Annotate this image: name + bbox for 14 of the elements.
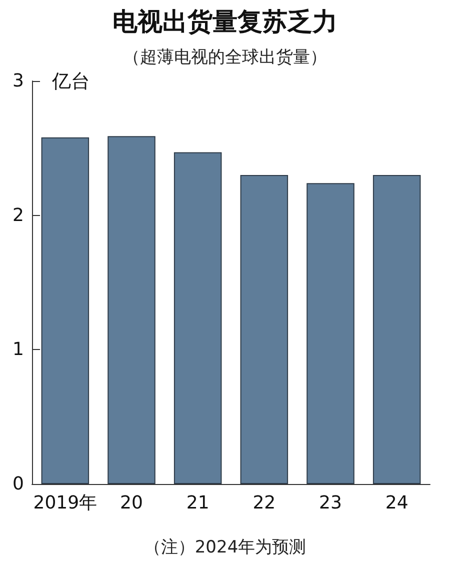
x-tick-label: 20 [120,492,143,514]
x-tick-label: 24 [385,492,408,514]
y-tick-label: 1 [12,339,24,360]
y-axis-title: 亿台 [51,70,90,92]
chart-title: 电视出货量复苏乏力 [112,7,338,36]
x-tick-label: 2019年 [33,492,98,514]
x-tick-label: 21 [186,492,210,514]
x-tick-label: 22 [252,492,276,514]
chart-subtitle: （超薄电视的全球出货量） [123,48,327,68]
text: （注）2024年为预测 [144,538,306,558]
x-tick-label: 23 [319,492,342,514]
y-tick-label: 3 [12,70,24,92]
y-tick-label: 2 [12,204,24,226]
y-tick-label: 0 [12,474,24,494]
